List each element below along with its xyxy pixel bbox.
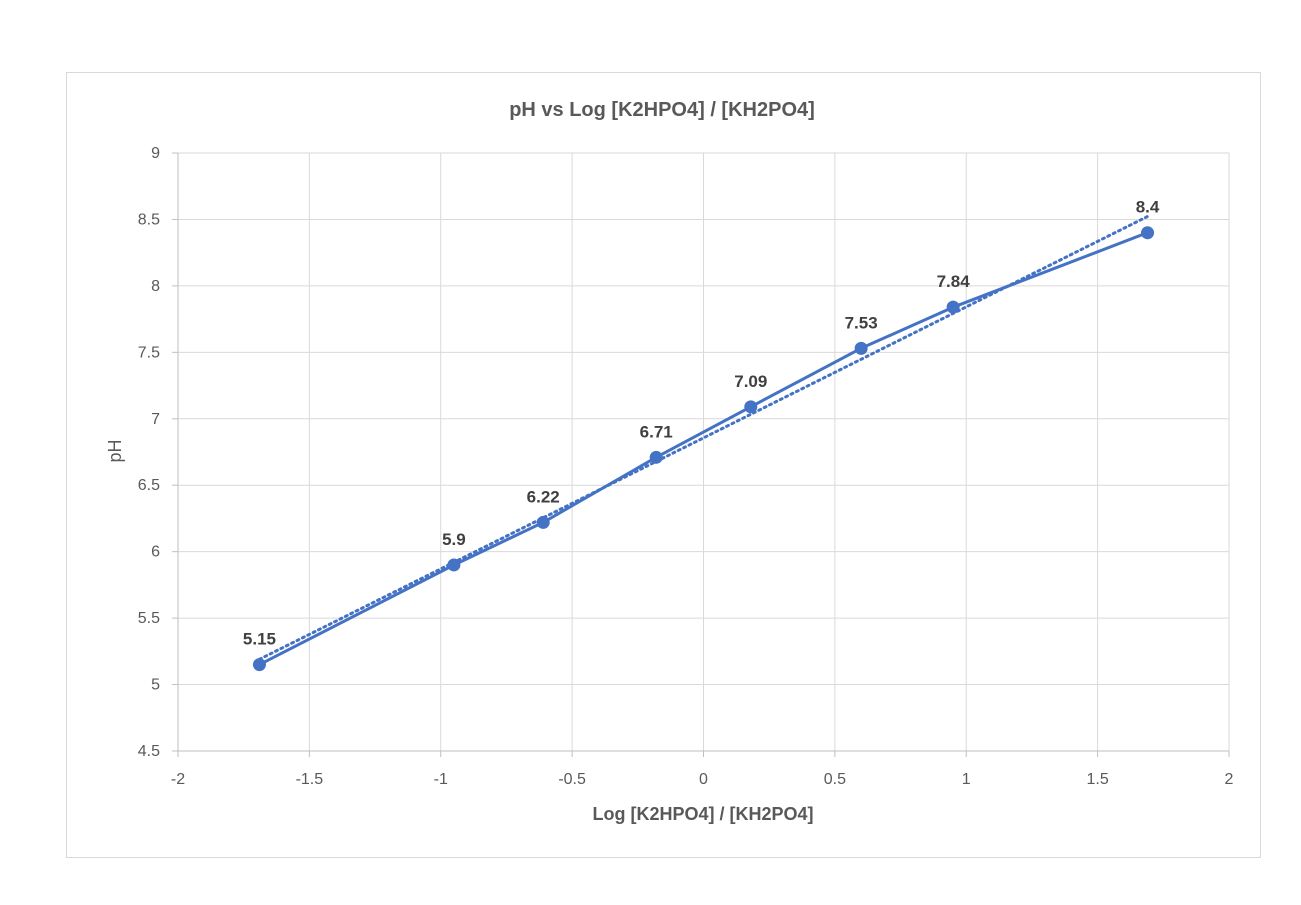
y-tick-label: 7: [151, 411, 160, 428]
data-series: [252, 226, 1155, 672]
data-point: [447, 558, 461, 572]
data-label: 6.71: [640, 422, 673, 441]
x-tick-label: 0: [699, 771, 708, 788]
y-tick-label: 4.5: [138, 743, 160, 760]
x-tick-label: 1: [962, 771, 971, 788]
y-tick-label: 7.5: [138, 344, 160, 361]
x-tick-label: -2: [171, 771, 185, 788]
y-tick-label: 5.5: [138, 610, 160, 627]
y-tick-label: 6: [151, 544, 160, 561]
x-tick-label: 0.5: [824, 771, 846, 788]
data-labels: 5.15 5.9 6.22 6.71 7.09 7.53 7.84 8.4: [243, 198, 1160, 649]
y-tick-label: 8.5: [138, 211, 160, 228]
data-label: 7.53: [845, 313, 878, 332]
y-tick-label: 9: [151, 145, 160, 162]
y-axis-title: pH: [105, 439, 125, 462]
x-tick-label: -1: [434, 771, 448, 788]
data-label: 8.4: [1136, 198, 1160, 217]
data-label: 7.09: [734, 372, 767, 391]
y-tick-label: 8: [151, 278, 160, 295]
y-tick-label: 5: [151, 677, 160, 694]
y-tick-label: 6.5: [138, 477, 160, 494]
chart-frame: [66, 72, 1261, 858]
data-label: 7.84: [937, 272, 971, 291]
x-tick-label: -1.5: [296, 771, 324, 788]
x-tick-label: -0.5: [558, 771, 586, 788]
axes: 4.5 5 5.5 6 6.5 7 7.5 8 8.5 9 -2 -1.5 -1 -0.5 0 0.5 1 1.5…: [138, 145, 1234, 788]
grid-lines: [177, 152, 1230, 751]
data-point: [536, 515, 550, 529]
data-point: [744, 400, 758, 414]
data-label: 5.9: [442, 530, 466, 549]
x-tick-label: 1.5: [1087, 771, 1109, 788]
x-axis-title: Log [K2HPO4] / [KH2PO4]: [592, 804, 813, 824]
data-label: 6.22: [527, 487, 560, 506]
data-point: [1141, 226, 1155, 240]
data-label: 5.15: [243, 630, 276, 649]
chart-title: pH vs Log [K2HPO4] / [KH2PO4]: [509, 99, 815, 121]
data-point: [946, 300, 960, 314]
data-point: [252, 658, 266, 672]
data-point: [649, 450, 663, 464]
data-point: [854, 341, 868, 355]
series-line: [258, 231, 1149, 666]
x-tick-label: 2: [1225, 771, 1234, 788]
